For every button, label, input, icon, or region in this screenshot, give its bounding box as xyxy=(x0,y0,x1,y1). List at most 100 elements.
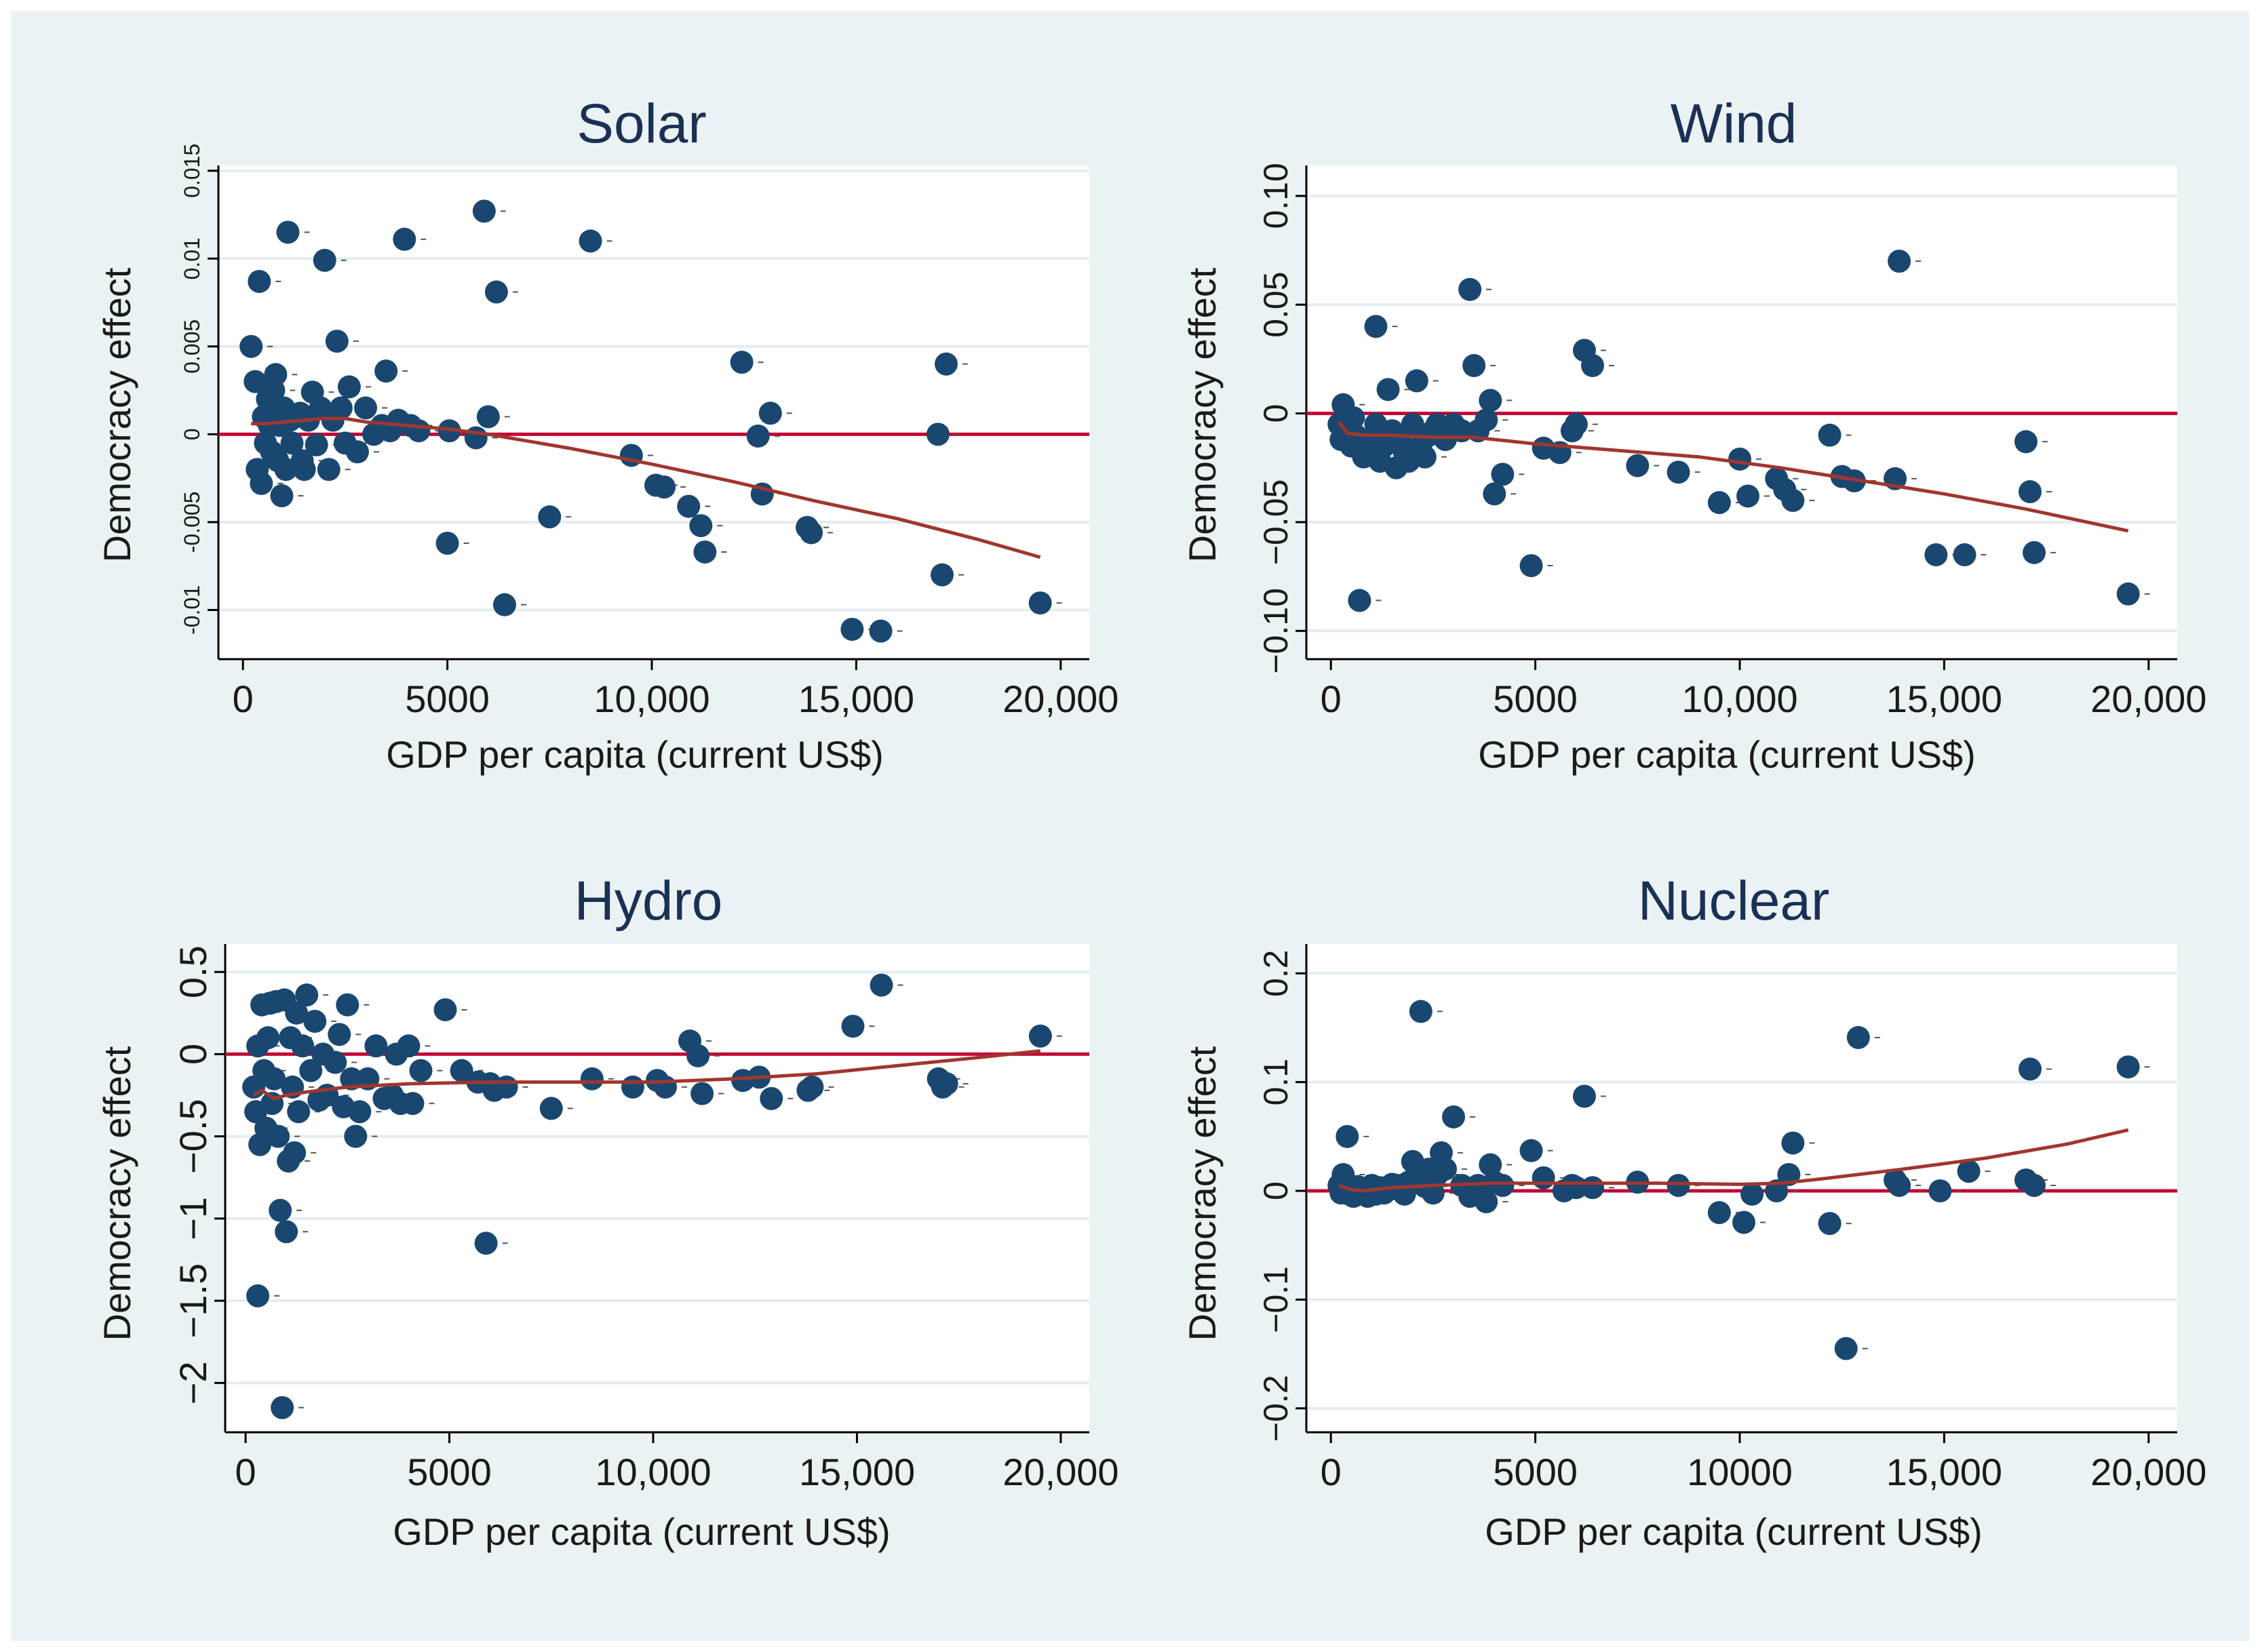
data-point xyxy=(654,1075,678,1099)
data-point xyxy=(262,1067,286,1090)
y-axis-label: Democracy effect xyxy=(96,267,138,562)
data-point xyxy=(317,458,340,481)
data-point xyxy=(1728,447,1751,471)
data-point xyxy=(800,1075,824,1099)
data-point xyxy=(926,422,950,446)
y-tick-label: 0.5 xyxy=(172,945,214,998)
data-point xyxy=(621,1075,644,1099)
x-tick-label: 20,000 xyxy=(2090,1451,2206,1493)
data-point xyxy=(935,1072,958,1096)
data-point xyxy=(1781,1131,1805,1155)
data-point xyxy=(348,1100,372,1124)
data-point xyxy=(325,330,349,353)
y-tick-label: −0.1 xyxy=(1257,1266,1295,1333)
data-point xyxy=(476,405,500,429)
panel-solar: -0.01 -0.005 0 0.005 0.01 0.015 0 5000 10,000 15,… xyxy=(96,93,1118,776)
data-point xyxy=(303,1009,327,1033)
data-point xyxy=(1401,412,1424,436)
data-point xyxy=(1376,378,1400,401)
data-point xyxy=(2116,1055,2140,1079)
data-point xyxy=(1572,1084,1596,1108)
data-point xyxy=(256,1026,280,1050)
data-point xyxy=(2018,1057,2042,1081)
y-tick-label: −0.10 xyxy=(1257,588,1295,674)
y-tick-label: 0.1 xyxy=(1257,1059,1295,1106)
x-tick-label: 15,000 xyxy=(799,1451,915,1493)
data-point xyxy=(340,1067,364,1090)
data-point xyxy=(287,1100,311,1124)
data-point xyxy=(393,227,416,251)
data-point xyxy=(1519,554,1543,578)
y-tick-label: 0.10 xyxy=(1257,163,1295,229)
data-point xyxy=(1957,1160,1981,1183)
data-point xyxy=(677,494,701,518)
data-point xyxy=(313,248,336,272)
data-point xyxy=(1028,1024,1052,1048)
data-point xyxy=(364,1034,388,1058)
data-point xyxy=(800,521,823,545)
data-point xyxy=(1834,1337,1858,1360)
data-point xyxy=(280,431,304,455)
y-tick-label: −0.2 xyxy=(1257,1375,1295,1442)
data-point xyxy=(344,1124,368,1148)
data-point xyxy=(295,983,319,1007)
data-point xyxy=(1433,1157,1457,1181)
data-point xyxy=(2018,480,2042,504)
y-tick-label: 0 xyxy=(172,1044,214,1065)
data-point xyxy=(2116,582,2140,606)
x-axis-label: GDP per capita (current US$) xyxy=(393,1510,890,1553)
x-tick-label: 10,000 xyxy=(593,677,709,720)
data-point xyxy=(1580,354,1604,378)
data-point xyxy=(407,419,431,443)
data-point xyxy=(492,593,516,616)
data-point xyxy=(397,1034,421,1058)
data-point xyxy=(1336,1124,1359,1148)
data-point xyxy=(243,370,267,393)
y-tick-label: -0.01 xyxy=(180,585,204,635)
data-point xyxy=(239,334,263,358)
data-point xyxy=(758,401,782,425)
data-point xyxy=(464,426,488,450)
data-point xyxy=(1413,445,1437,469)
y-tick-label: 0.005 xyxy=(180,319,204,374)
x-tick-label: 5000 xyxy=(1493,1451,1578,1493)
x-tick-label: 5000 xyxy=(1493,677,1578,720)
y-tick-label: −2 xyxy=(172,1361,214,1404)
data-point xyxy=(494,1075,518,1099)
x-tick-label: 10,000 xyxy=(1681,677,1797,720)
data-point xyxy=(2023,1173,2046,1197)
data-point xyxy=(2023,540,2046,564)
y-axis-label: Democracy effect xyxy=(1181,267,1224,562)
data-point xyxy=(271,1396,294,1419)
panel-title: Hydro xyxy=(574,870,723,932)
data-point xyxy=(1519,1139,1543,1162)
data-point xyxy=(1707,491,1731,515)
data-point xyxy=(2014,430,2038,454)
data-point xyxy=(690,1082,714,1105)
data-point xyxy=(1442,1105,1466,1128)
data-point xyxy=(1928,1179,1952,1203)
x-tick-label: 15,000 xyxy=(798,677,914,720)
x-tick-label: 15,000 xyxy=(1886,1451,2002,1493)
data-point xyxy=(283,1141,307,1164)
x-tick-label: 5000 xyxy=(407,1451,492,1493)
data-point xyxy=(935,352,958,376)
data-point xyxy=(686,1044,710,1067)
data-point xyxy=(760,1086,783,1110)
data-point xyxy=(1736,484,1760,508)
data-point xyxy=(1626,454,1650,477)
data-point xyxy=(1483,482,1506,506)
data-point xyxy=(1707,1201,1731,1225)
data-point xyxy=(1479,1153,1502,1177)
data-point xyxy=(292,458,316,481)
data-point xyxy=(1342,406,1365,430)
data-point xyxy=(248,269,271,293)
x-tick-label: 0 xyxy=(1321,1451,1342,1493)
data-point xyxy=(1532,1166,1555,1189)
data-point xyxy=(1475,1190,1498,1214)
data-point xyxy=(269,1198,292,1222)
data-point xyxy=(299,1059,323,1082)
data-point xyxy=(409,1059,433,1082)
data-point xyxy=(1491,463,1515,486)
y-tick-label: −1 xyxy=(172,1197,214,1240)
